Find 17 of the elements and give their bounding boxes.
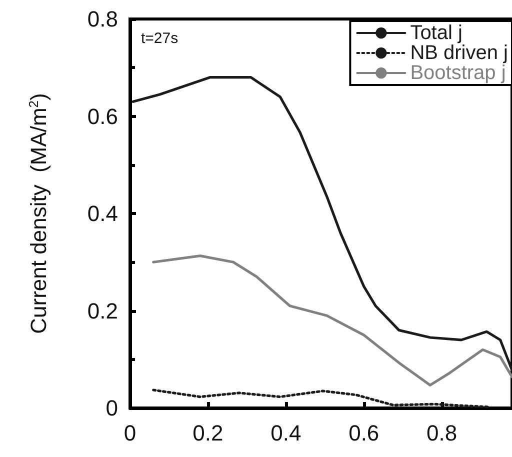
x-tick-label: 0.6: [348, 420, 380, 446]
y-axis-title: Current density (MA/m2): [26, 93, 51, 334]
x-tick-label: 0.8: [426, 420, 458, 446]
y-tick-label: 0.4: [87, 201, 118, 226]
legend-label: Bootstrap j: [410, 62, 506, 84]
y-tick-label: 0.6: [87, 104, 118, 129]
legend-label: NB driven j: [410, 42, 508, 64]
x-tick-label: 0.4: [270, 420, 302, 446]
line-series: [152, 388, 490, 408]
annotation: t=27s: [141, 30, 178, 47]
y-tick-label: 0: [106, 396, 118, 420]
y-tick-label: 0.8: [87, 6, 118, 32]
y-tick-label: 0.2: [87, 298, 118, 324]
x-tick-label: 0.2: [192, 420, 224, 446]
x-tick-label: 0: [124, 420, 136, 446]
line-series: [152, 254, 512, 386]
legend-label: Total j: [410, 22, 462, 44]
